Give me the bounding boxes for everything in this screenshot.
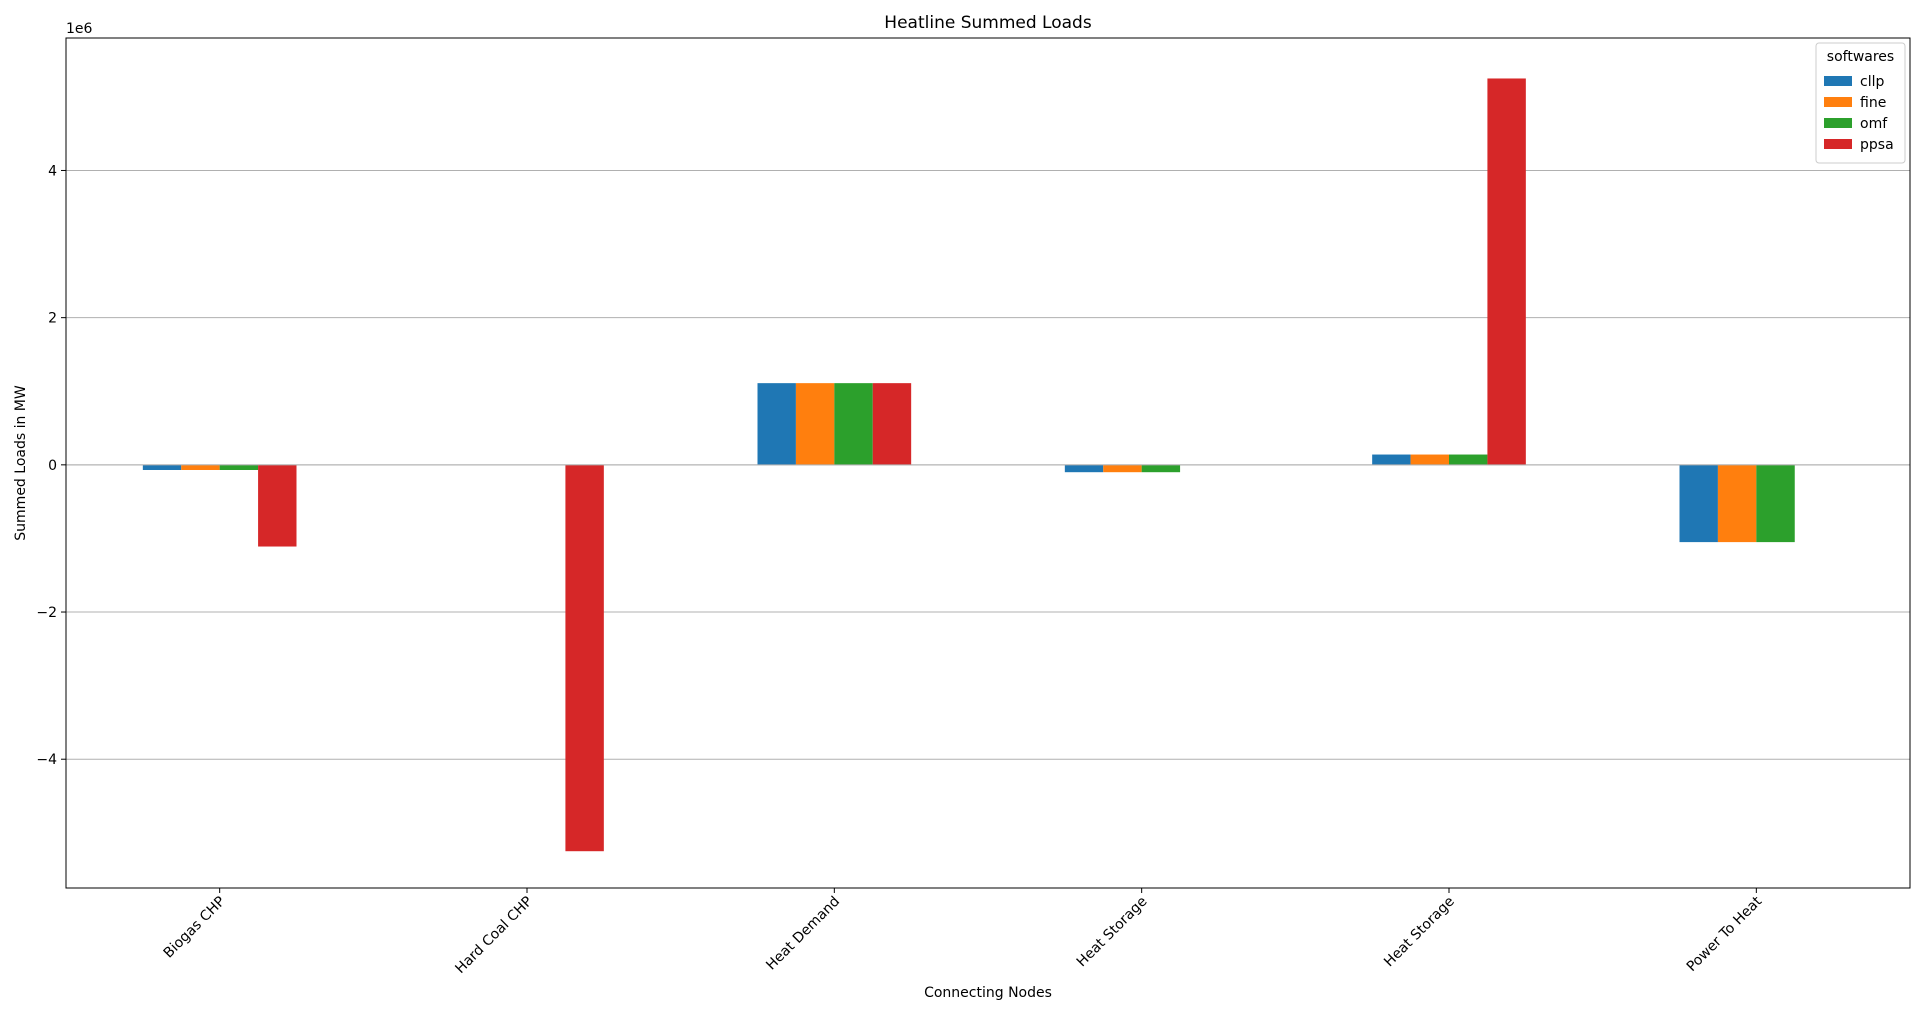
x-tick-label: Hard Coal CHP — [452, 894, 535, 977]
legend-label: fine — [1860, 95, 1886, 111]
legend-label: cllp — [1860, 74, 1884, 90]
bar-omf — [1141, 464, 1181, 473]
bar-cllp — [142, 464, 182, 470]
bar-omf — [219, 464, 259, 470]
bar-omf — [834, 383, 873, 465]
bar-ppsa — [565, 464, 604, 852]
x-tick-label: Heat Demand — [763, 894, 843, 974]
legend-label: omf — [1860, 116, 1888, 132]
x-tick-label: Power To Heat — [1684, 893, 1766, 975]
x-axis-label: Connecting Nodes — [924, 985, 1052, 1001]
y-axis-ticks: −4 −2 0 2 4 — [36, 163, 66, 768]
legend-items: cllp fine omf ppsa — [1824, 74, 1894, 153]
legend-box — [1815, 42, 1906, 164]
y-tick-label: −2 — [36, 605, 57, 621]
legend-swatch — [1824, 76, 1852, 86]
x-axis-ticks: Biogas CHP Hard Coal CHP Heat Demand Heat S… — [161, 888, 1766, 977]
legend-title: softwares — [1827, 49, 1894, 65]
bar-ppsa — [1487, 78, 1526, 465]
bar-ppsa — [872, 383, 912, 465]
x-tick-label: Biogas CHP — [161, 894, 229, 962]
plot-frame — [65, 37, 1911, 889]
bar-fine — [795, 383, 835, 465]
bar-ppsa — [258, 464, 297, 547]
legend-swatch — [1824, 118, 1852, 128]
bar-omf — [1756, 464, 1795, 543]
y-axis-label: Summed Loads in MW — [13, 385, 29, 541]
y-tick-label: −4 — [36, 752, 57, 768]
bar-cllp — [1064, 464, 1104, 473]
x-tick-label: Heat Storage — [1381, 894, 1458, 971]
bar-cllp — [1372, 454, 1411, 465]
bar-omf — [1449, 454, 1488, 465]
legend-swatch — [1824, 97, 1852, 107]
chart-title: Heatline Summed Loads — [884, 13, 1092, 33]
bar-fine — [1410, 454, 1449, 465]
y-tick-label: 0 — [48, 458, 57, 474]
bars — [142, 78, 1795, 852]
x-tick-label: Heat Storage — [1074, 894, 1151, 971]
bar-fine — [1717, 464, 1757, 543]
y-tick-label: 2 — [48, 311, 57, 327]
bar-cllp — [757, 383, 796, 465]
bar-fine — [1103, 464, 1142, 473]
bar-cllp — [1679, 464, 1718, 543]
y-axis-multiplier: 1e6 — [66, 21, 93, 37]
y-tick-label: 4 — [48, 163, 57, 179]
legend-swatch — [1824, 139, 1852, 149]
bar-fine — [181, 464, 220, 470]
legend: softwares cllp fine omf ppsa — [1815, 42, 1906, 164]
legend-label: ppsa — [1860, 137, 1894, 153]
